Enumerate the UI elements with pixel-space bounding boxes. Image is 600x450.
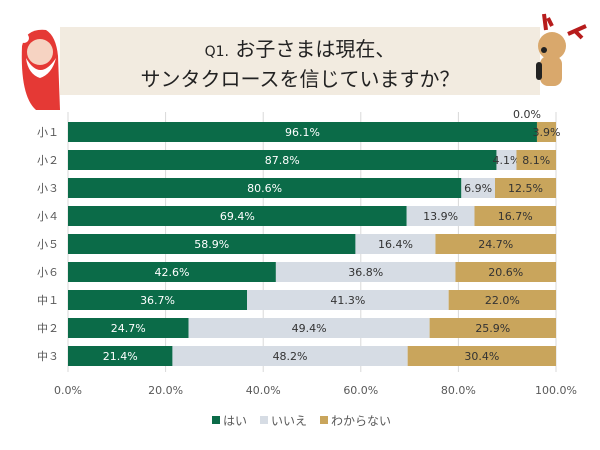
bar-segment <box>455 262 556 282</box>
x-tick-label: 0.0% <box>54 384 82 397</box>
x-tick-label: 20.0% <box>148 384 183 397</box>
bar-segment <box>68 122 537 142</box>
bar-segment <box>461 178 495 198</box>
title-prefix: Q1. <box>204 44 230 60</box>
data-label: 6.9% <box>464 182 492 195</box>
data-label: 42.6% <box>154 266 189 279</box>
data-label: 49.4% <box>292 322 327 335</box>
bar-segment <box>474 206 556 226</box>
data-label: 69.4% <box>220 210 255 223</box>
data-label: 8.1% <box>522 154 550 167</box>
title-line1-text: お子さまは現在、 <box>235 37 396 61</box>
data-label: 20.6% <box>488 266 523 279</box>
bar-segment <box>68 178 462 198</box>
bar-segment <box>275 262 456 282</box>
x-tick-label: 80.0% <box>441 384 476 397</box>
x-tick-label: 100.0% <box>535 384 577 397</box>
data-label: 25.9% <box>475 322 510 335</box>
bar-segment <box>68 234 356 254</box>
bar-segment <box>429 318 556 338</box>
bar-segment <box>496 150 517 170</box>
title-line2: サンタクロースを信じていますか？ <box>140 67 460 91</box>
bar-segment <box>68 318 189 338</box>
data-label: 87.8% <box>265 154 300 167</box>
bar-segment <box>495 178 556 198</box>
bar-segment <box>355 234 436 254</box>
data-label: 22.0% <box>485 294 520 307</box>
santa-illustration <box>19 29 60 110</box>
bar-segment <box>435 234 556 254</box>
data-label: 21.4% <box>103 350 138 363</box>
bar-segment <box>68 262 276 282</box>
title-line1: Q1. お子さまは現在、 <box>60 33 540 62</box>
legend-label: わからない <box>331 414 391 428</box>
data-label: 13.9% <box>423 210 458 223</box>
x-tick-label: 60.0% <box>343 384 378 397</box>
category-label: 小２ <box>37 154 59 167</box>
data-label: 0.0% <box>513 108 541 121</box>
category-label: 小３ <box>37 182 59 195</box>
category-label: 小４ <box>37 210 59 223</box>
bar-segment <box>406 206 475 226</box>
category-label: 小１ <box>37 126 59 139</box>
reindeer-illustration <box>536 13 587 86</box>
data-label: 12.5% <box>508 182 543 195</box>
category-label: 中２ <box>37 322 59 335</box>
bar-segment <box>407 346 556 366</box>
legend-label: いいえ <box>271 414 307 428</box>
data-label: 24.7% <box>478 238 513 251</box>
bar-segment <box>536 122 556 142</box>
data-label: 36.7% <box>140 294 175 307</box>
legend-label: はい <box>223 414 247 428</box>
bar-segment <box>68 290 248 310</box>
legend-swatch <box>320 416 328 424</box>
data-label: 30.4% <box>464 350 499 363</box>
data-label: 16.4% <box>378 238 413 251</box>
data-label: 80.6% <box>247 182 282 195</box>
bar-segment <box>172 346 408 366</box>
bar-segment <box>68 206 407 226</box>
data-label: 4.1% <box>492 154 520 167</box>
data-label: 24.7% <box>111 322 146 335</box>
bar-segment <box>247 290 449 310</box>
bar-segment <box>448 290 556 310</box>
legend-swatch <box>212 416 220 424</box>
x-tick-label: 40.0% <box>246 384 281 397</box>
category-label: 中３ <box>37 350 59 363</box>
bar-segment <box>516 150 556 170</box>
bar-segment <box>188 318 430 338</box>
data-label: 36.8% <box>348 266 383 279</box>
legend-swatch <box>260 416 268 424</box>
data-label: 16.7% <box>498 210 533 223</box>
bar-segment <box>68 346 173 366</box>
data-label: 3.9% <box>533 126 561 139</box>
category-label: 中１ <box>37 294 59 307</box>
data-label: 96.1% <box>285 126 320 139</box>
data-label: 41.3% <box>330 294 365 307</box>
title-banner: Q1. お子さまは現在、 サンタクロースを信じていますか？ <box>60 27 540 95</box>
category-label: 小６ <box>37 266 59 279</box>
data-label: 58.9% <box>194 238 229 251</box>
bar-segment <box>68 150 497 170</box>
category-label: 小５ <box>37 238 59 251</box>
data-label: 48.2% <box>273 350 308 363</box>
